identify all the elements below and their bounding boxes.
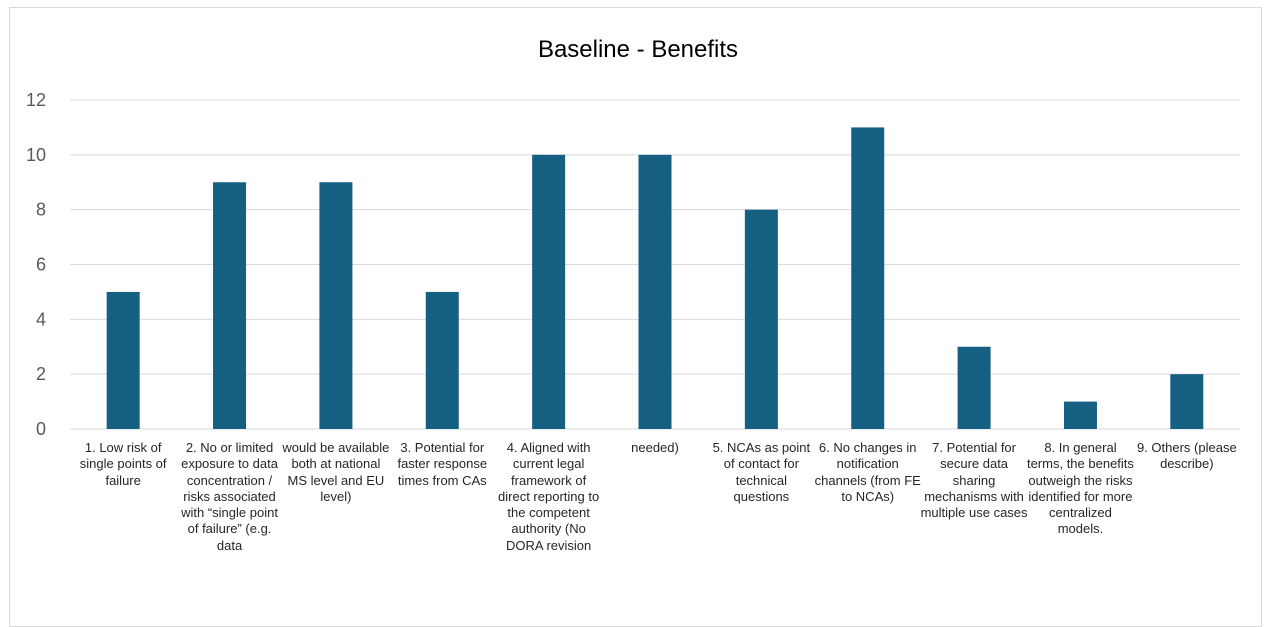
bar: [1170, 374, 1204, 429]
x-tick-label: 6. No changes in notification channels (…: [814, 440, 921, 504]
y-tick-label: 0: [36, 419, 46, 439]
x-tick-label: 3. Potential for faster response times f…: [397, 440, 488, 488]
bar: [425, 291, 459, 429]
y-tick-label: 10: [26, 145, 46, 165]
y-tick-label: 2: [36, 364, 46, 384]
bar-chart: Baseline - Benefits 0 2 4 6 8 10 12: [26, 36, 1240, 439]
chart-title: Baseline - Benefits: [538, 36, 738, 63]
bar: [851, 127, 885, 430]
x-tick-label: 8. In general terms, the benefits outwei…: [1026, 440, 1134, 537]
x-tick-label: 2. No or limited exposure to data concen…: [181, 440, 278, 553]
y-tick-label: 6: [36, 255, 46, 275]
x-tick-label: 7. Potential for secure data sharing mec…: [920, 440, 1028, 521]
y-tick-label: 8: [36, 200, 46, 220]
bar: [957, 346, 991, 429]
x-tick-label: 4. Aligned with current legal framework …: [498, 440, 600, 553]
y-axis-ticks: 0 2 4 6 8 10 12: [26, 90, 46, 439]
y-tick-label: 12: [26, 90, 46, 110]
y-tick-label: 4: [36, 309, 46, 329]
bar: [638, 154, 672, 430]
bar: [744, 209, 778, 429]
bar: [106, 291, 140, 429]
x-tick-label: needed): [631, 440, 679, 455]
bars: [106, 127, 1204, 430]
x-tick-label: 9. Others (please describe): [1136, 440, 1237, 472]
x-tick-label: 5. NCAs as point of contact for technica…: [712, 440, 811, 504]
bar: [213, 182, 247, 429]
x-tick-label: 1. Low risk of single points of failure: [79, 440, 167, 488]
bar: [319, 182, 353, 429]
x-tick-label: would be available both at national MS l…: [282, 440, 390, 504]
bar: [532, 154, 566, 430]
bar: [1063, 401, 1097, 429]
